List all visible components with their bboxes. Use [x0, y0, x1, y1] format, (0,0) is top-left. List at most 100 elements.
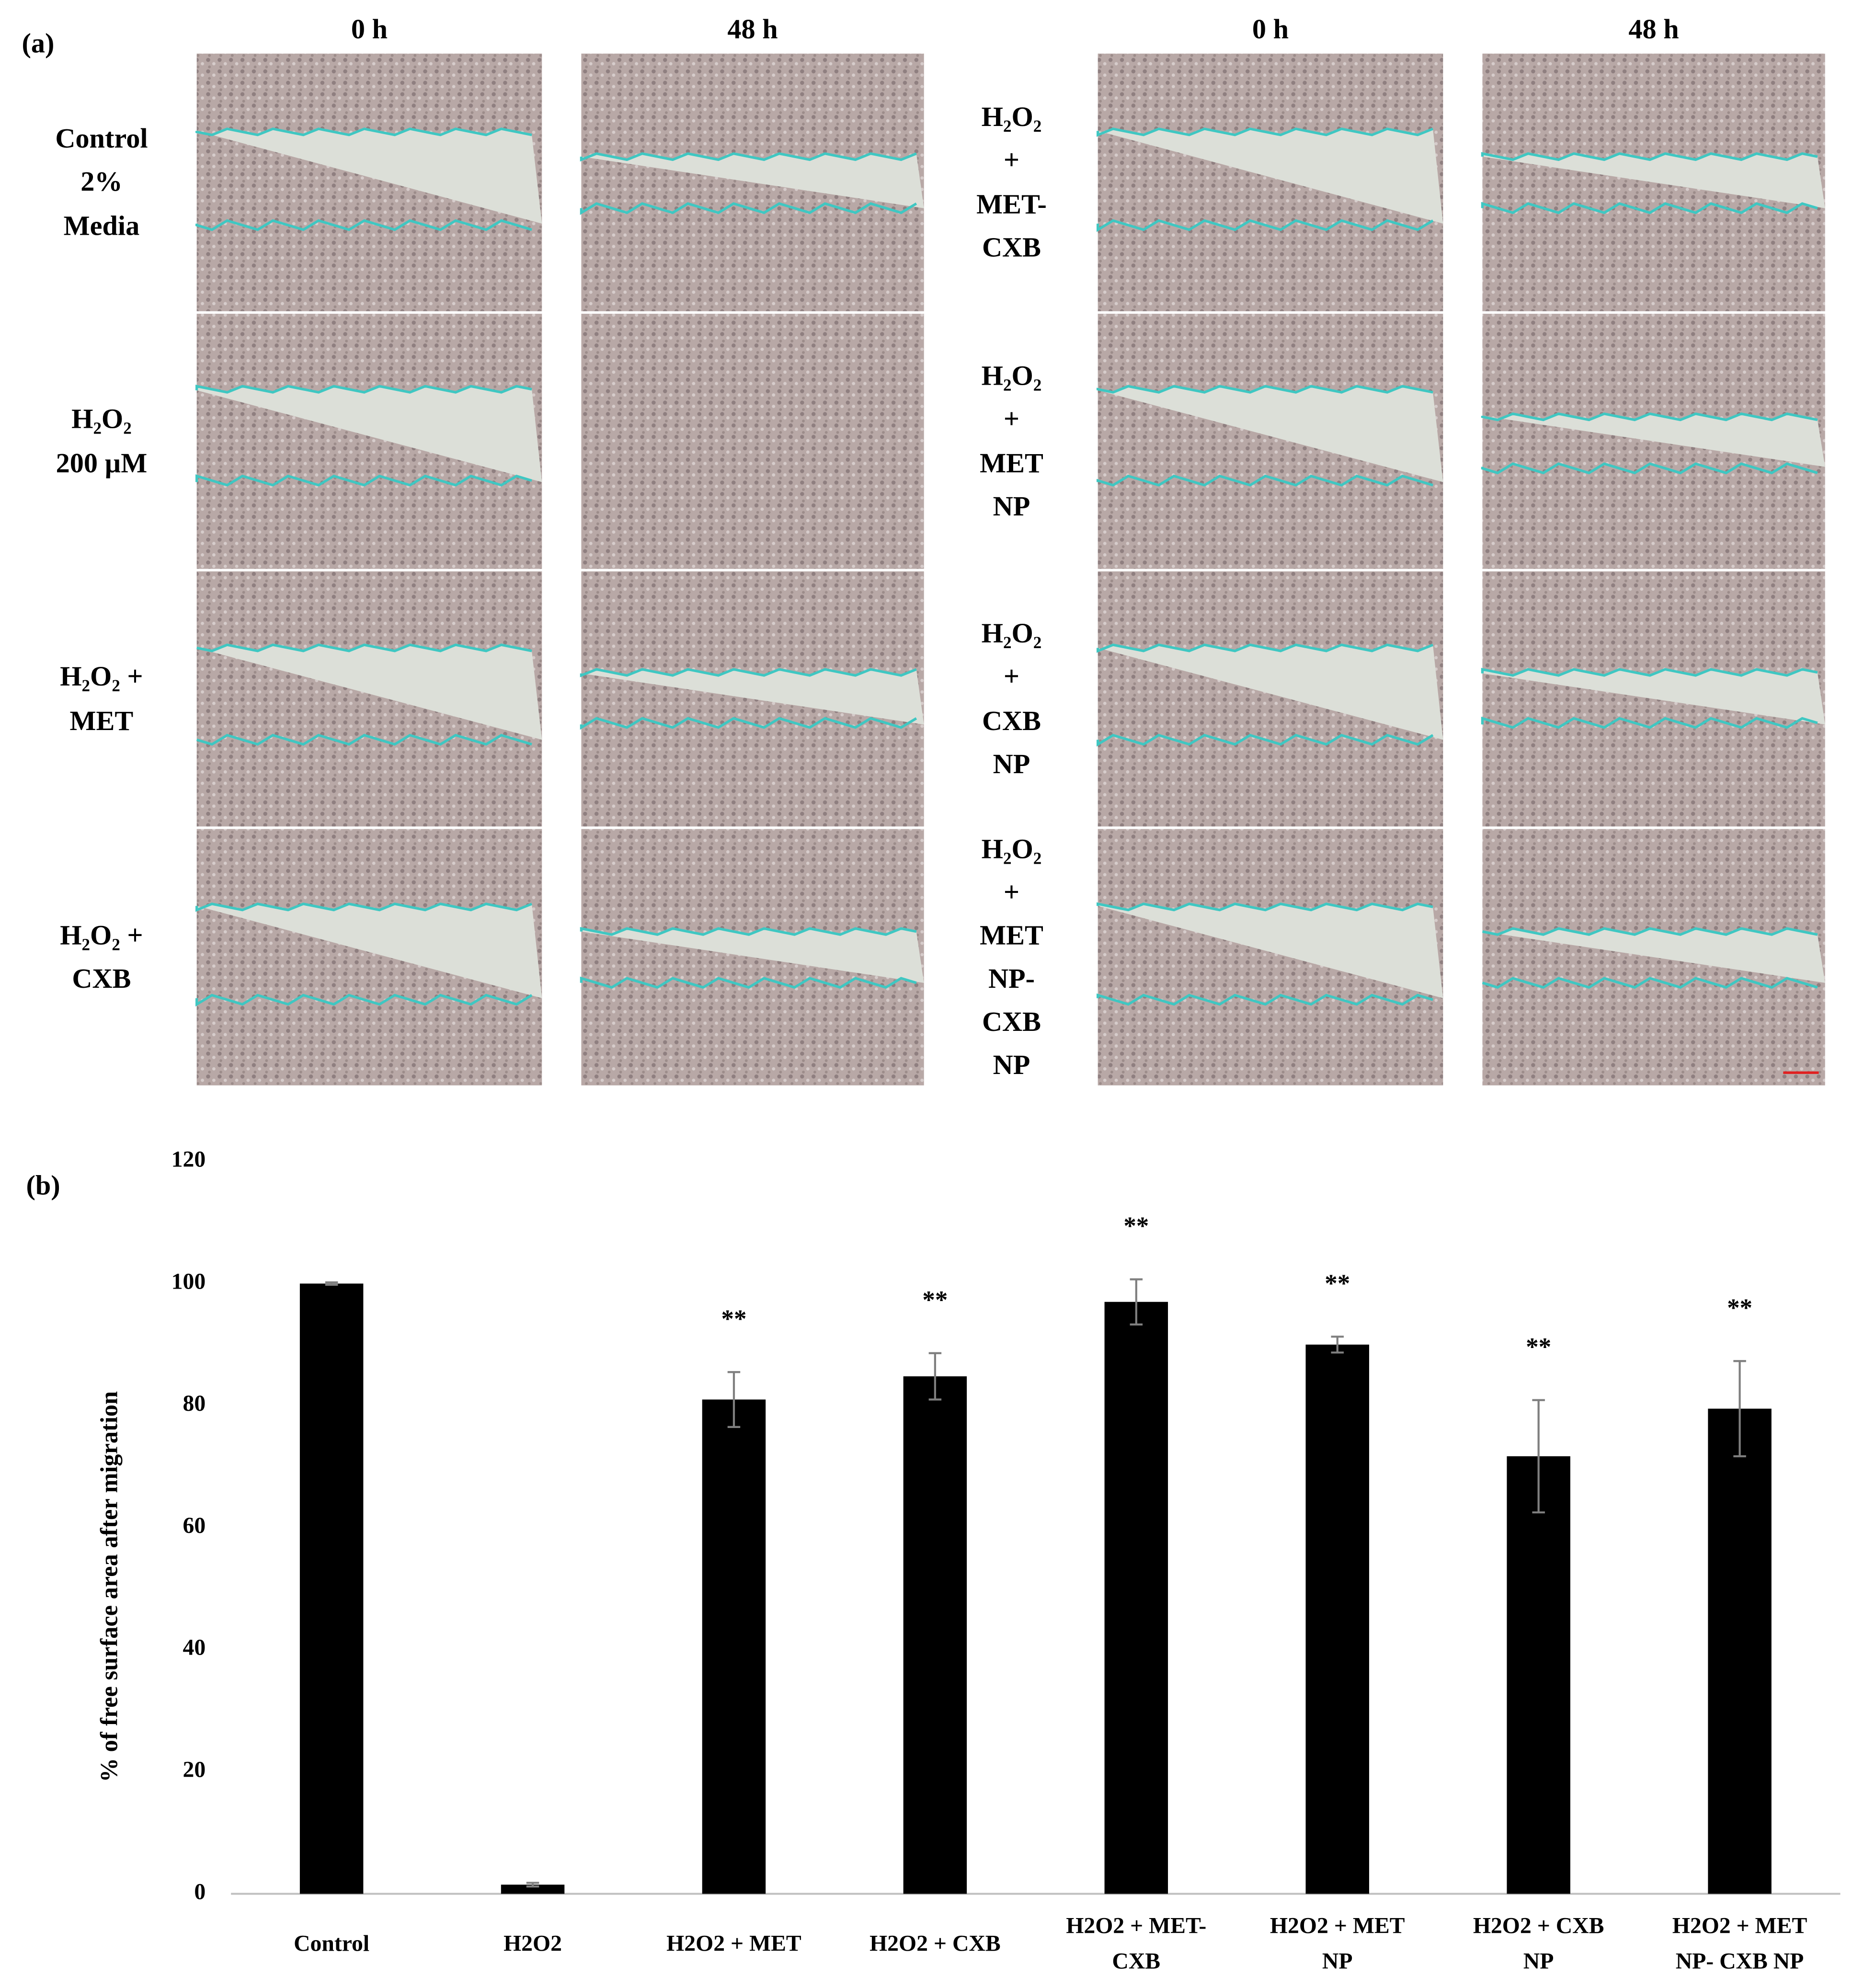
wound-edge — [580, 152, 917, 162]
wound-edge — [580, 668, 917, 677]
time-header: 48 h — [727, 13, 778, 45]
wound-edge — [1097, 643, 1434, 653]
wound-edge — [1097, 733, 1434, 747]
x-tick-label-box: H2O2 — [503, 1931, 562, 1956]
y-tick-label: 20 — [183, 1758, 206, 1782]
row-label: H₂O₂ + MET NP — [980, 360, 1043, 522]
row-label: H₂O₂ + CXB — [60, 919, 143, 994]
x-tick-label: H2O2 — [503, 1931, 562, 1956]
wound-edge — [195, 903, 533, 912]
wound-edge — [1097, 993, 1433, 1006]
row-label-box: Control 2% Media — [55, 123, 148, 241]
row-label-box: H₂O₂ + CXB NP — [981, 617, 1042, 779]
bar — [1708, 1408, 1772, 1894]
wound-edge — [1097, 127, 1434, 137]
error-bar — [1733, 1360, 1746, 1458]
row-label-box: H₂O₂ + MET — [60, 661, 143, 736]
scratch-gap — [581, 669, 924, 725]
time-header: 0 h — [351, 13, 388, 45]
bar — [299, 1283, 364, 1894]
row-label: H₂O₂ 200 µM — [56, 403, 148, 479]
significance-label: ** — [1526, 1333, 1551, 1361]
significance-label: ** — [1727, 1294, 1752, 1322]
wound-edge — [1097, 902, 1433, 912]
wound-edge — [196, 643, 532, 652]
scratch-gap — [1098, 903, 1443, 998]
row-label: H₂O₂ + CXB NP — [981, 617, 1042, 779]
x-tick-label: Control — [294, 1931, 370, 1956]
error-bar — [1130, 1278, 1143, 1325]
wound-edge — [1097, 474, 1433, 487]
scratch-gap — [581, 928, 924, 983]
wound-edge — [1097, 385, 1433, 394]
row-label-box: H₂O₂ + MET- CXB — [976, 101, 1047, 263]
y-tick-label: 60 — [183, 1513, 206, 1538]
scratch-gap — [1098, 128, 1443, 224]
wound-edge — [195, 474, 532, 487]
bar — [501, 1885, 565, 1894]
scratch-gap — [1482, 153, 1825, 208]
bar — [903, 1376, 967, 1894]
x-tick-label-box: Control — [294, 1931, 370, 1956]
time-header: 0 h — [1252, 13, 1289, 45]
wound-edge — [1481, 202, 1818, 214]
error-bar — [526, 1882, 539, 1888]
wound-edge — [195, 994, 533, 1007]
scratch-gap — [1482, 928, 1825, 983]
y-axis-label: % of free surface area after migration — [96, 1391, 123, 1782]
panel-label: (a) — [22, 27, 55, 58]
wound-edge — [1481, 668, 1818, 677]
x-tick-label-box: H2O2 + MET — [666, 1931, 801, 1956]
wound-edge — [195, 219, 532, 231]
wound-edge — [580, 717, 917, 730]
significance-label: ** — [1123, 1212, 1149, 1240]
x-tick-label-box: H2O2 + MET NP — [1270, 1913, 1405, 1974]
bar — [1104, 1302, 1168, 1894]
wound-edge — [580, 202, 917, 215]
x-tick-label-box: H2O2 + CXB — [869, 1931, 1001, 1956]
significance-label: ** — [922, 1286, 948, 1314]
time-header: 48 h — [1628, 13, 1679, 45]
x-tick-label: H2O2 + CXB NP — [1473, 1913, 1604, 1974]
row-label-box: H₂O₂ 200 µM — [56, 403, 148, 479]
row-label-box: H₂O₂ + CXB — [60, 919, 143, 994]
scratch-gap — [1098, 645, 1443, 740]
scratch-gap — [1482, 669, 1825, 725]
error-bar — [727, 1371, 741, 1428]
error-bar — [1331, 1336, 1344, 1354]
wound-edge — [1482, 927, 1818, 936]
y-tick-label: 0 — [194, 1879, 206, 1904]
x-tick-label: H2O2 + CXB — [869, 1931, 1001, 1956]
panel-label: (b) — [26, 1170, 60, 1201]
x-tick-label-box: H2O2 + MET- CXB — [1066, 1913, 1207, 1974]
scratch-gap — [196, 903, 542, 998]
scratch-gap — [196, 128, 542, 224]
error-bar — [928, 1352, 942, 1401]
wound-edge — [1097, 219, 1434, 232]
wound-edge — [1481, 462, 1818, 475]
error-bar — [325, 1281, 338, 1286]
bar — [1507, 1456, 1570, 1894]
wound-edge — [1481, 152, 1818, 161]
x-tick-label-box: H2O2 + CXB NP — [1473, 1913, 1604, 1974]
x-tick-label-box: H2O2 + MET NP- CXB NP — [1672, 1913, 1807, 1974]
wound-edge — [195, 127, 532, 137]
scratch-gap — [581, 153, 924, 208]
wound-edge — [195, 385, 532, 394]
x-tick-label: H2O2 + MET- CXB — [1066, 1913, 1207, 1974]
y-tick-label: 120 — [172, 1147, 206, 1172]
y-tick-label: 100 — [172, 1269, 206, 1294]
row-label: H₂O₂ + MET — [60, 661, 143, 736]
row-label: H₂O₂ + MET- CXB — [976, 101, 1047, 263]
y-tick-label: 80 — [183, 1391, 206, 1416]
bar — [1305, 1344, 1369, 1894]
wound-edge — [1482, 977, 1818, 989]
wound-edge — [1481, 412, 1818, 422]
scratch-gap — [196, 645, 542, 740]
micrograph — [581, 313, 924, 569]
x-tick-label: H2O2 + MET — [666, 1931, 801, 1956]
bar — [702, 1399, 766, 1894]
y-tick-label: 40 — [183, 1635, 206, 1660]
